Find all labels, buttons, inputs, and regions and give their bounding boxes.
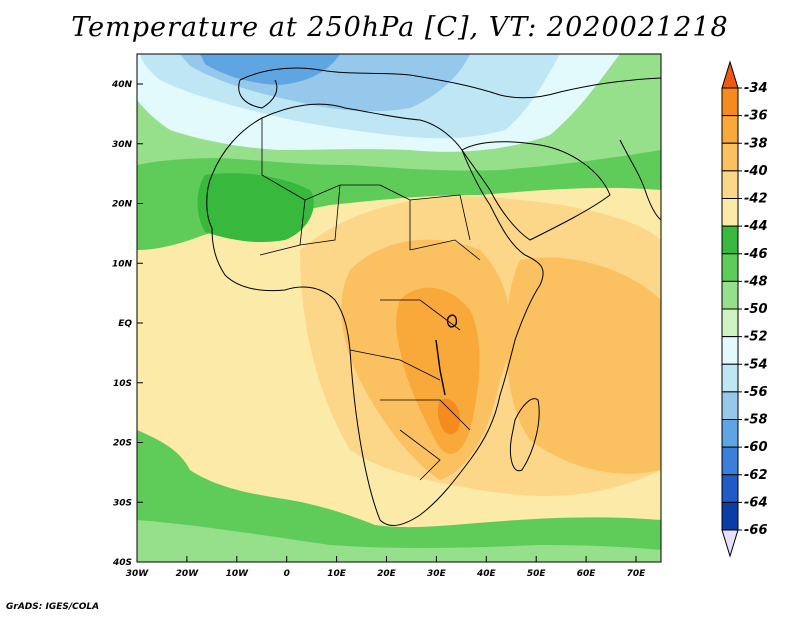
colorbar-label: -50 (744, 302, 768, 317)
colorbar-label: -66 (744, 523, 768, 538)
colorbar-segment (721, 225, 739, 255)
colorbar-segment (721, 419, 739, 448)
india-coast (619, 139, 661, 221)
colorbar-label: -60 (744, 440, 768, 455)
colorbar-segment (721, 501, 739, 531)
field-hot-spot (437, 398, 460, 435)
lon-label: 50E (527, 569, 547, 579)
lon-label: 20W (176, 569, 200, 579)
field-green-south (137, 430, 661, 562)
colorbar-label: -62 (744, 468, 768, 483)
colorbar-label: -64 (744, 495, 768, 510)
europe-coast (239, 67, 661, 99)
colorbar-segment (721, 280, 739, 310)
lat-label: 40S (112, 558, 132, 568)
lat-label: 30N (112, 140, 133, 150)
lon-label: 70E (627, 569, 647, 579)
colorbar-label: -42 (744, 192, 768, 207)
lat-label: 10N (112, 259, 133, 269)
colorbar-segment (721, 115, 739, 144)
iberia-coast (238, 79, 278, 109)
lon-label: 0 (284, 569, 290, 579)
lat-label: 30S (113, 498, 132, 508)
colorbar-segment (721, 336, 739, 365)
madagascar-coast (509, 398, 540, 472)
colorbar-label: -56 (744, 385, 768, 400)
colorbar-label: -44 (744, 219, 768, 234)
colorbar-label: -52 (744, 330, 768, 345)
colorbar-segment (721, 87, 739, 117)
grads-credit: GrADS: IGES/COLA (6, 602, 100, 612)
colorbar-bottom-arrow (721, 529, 739, 558)
longitude-axis: 30W 20W 10W 0 10E 20E 30E 40E 50E 60E 70E (126, 556, 646, 579)
lon-label: 10E (327, 569, 347, 579)
coastlines (206, 67, 661, 526)
great-lakes (435, 314, 458, 396)
colorbar-segment (721, 474, 739, 503)
colorbar-label: -36 (744, 109, 768, 124)
colorbar-label: -40 (744, 164, 768, 179)
colorbar-segment (721, 198, 739, 227)
colorbar-label: -34 (744, 81, 768, 96)
africa-coastline (206, 103, 544, 526)
lat-label: 20S (113, 439, 132, 449)
temperature-field (137, 54, 661, 562)
lon-label: 60E (577, 569, 597, 579)
colorbar-segment (721, 446, 739, 476)
arabia-coast (461, 141, 611, 241)
colorbar-segment (721, 142, 739, 172)
field-light-green-south (137, 520, 661, 562)
lat-label: 40N (111, 80, 133, 90)
latitude-axis: 40N 30N 20N 10N EQ 10S 20S 30S 40S (111, 80, 143, 568)
lat-label: 10S (113, 379, 132, 389)
colorbar-segment (721, 253, 739, 282)
colorbar-label: -54 (744, 357, 768, 372)
colorbar-segment (721, 308, 739, 338)
lat-label: 20N (112, 200, 133, 210)
field-orange-east (506, 257, 661, 474)
colorbar-segment (721, 363, 739, 393)
colorbar: -34 -36 -38 -40 -42 -44 -46 -48 -50 -52 -54 -56 -58 -… (721, 60, 768, 558)
colorbar-label: -48 (744, 274, 768, 289)
lon-label: 20E (377, 569, 397, 579)
lat-label: EQ (118, 319, 132, 329)
colorbar-label: -46 (744, 247, 768, 262)
lon-label: 40E (476, 569, 497, 579)
lon-label: 10W (226, 569, 250, 579)
colorbar-segment (721, 391, 739, 420)
lon-label: 30W (126, 569, 150, 579)
colorbar-label: -58 (744, 413, 768, 428)
field-dark-green-west (197, 173, 314, 243)
colorbar-segment (721, 170, 739, 199)
colorbar-top-arrow (721, 60, 739, 89)
field-deep-blue (200, 54, 340, 85)
map-title: Temperature at 250hPa [C], VT: 202002121… (71, 12, 729, 43)
plot-frame (136, 53, 662, 563)
country-borders (259, 118, 481, 481)
colorbar-label: -38 (744, 136, 768, 151)
lon-label: 30E (427, 569, 447, 579)
